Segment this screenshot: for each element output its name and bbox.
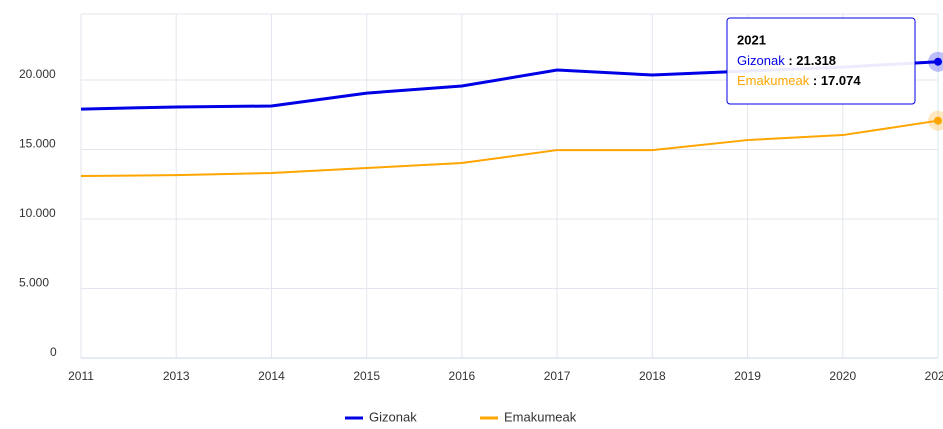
x-tick-label: 2015 [353,369,380,383]
tooltip-line: Emakumeak : 17.074 [737,73,861,88]
tooltip-sep: : [785,53,797,68]
tooltip-line: Gizonak : 21.318 [737,53,836,68]
x-tick-label: 2017 [544,369,571,383]
tooltip: 2021 Gizonak : 21.318 Emakumeak : 17.074 [726,17,916,105]
x-tick-label: 2019 [734,369,761,383]
y-tick-label: 0 [50,345,57,359]
tooltip-sep: : [809,73,821,88]
tooltip-title: 2021 [737,32,766,47]
y-tick-label: 5.000 [19,276,49,290]
y-tick-label: 15.000 [19,137,56,151]
tooltip-value: 21.318 [796,53,836,68]
x-tick-label: 2020 [829,369,856,383]
x-tick-label: 2011 [68,369,94,383]
tooltip-value: 17.074 [821,73,862,88]
x-tick-label: 2021 [925,369,943,383]
x-tick-label: 2014 [258,369,285,383]
y-tick-label: 20.000 [19,67,56,81]
x-tick-label: 2018 [639,369,666,383]
tooltip-name: Gizonak [737,53,785,68]
x-tick-label: 2016 [449,369,476,383]
hover-point [934,116,942,125]
series-line [80,119,939,178]
legend-label: Emakumeak [504,409,577,424]
y-tick-label: 10.000 [19,206,56,220]
tooltip-box [726,17,916,105]
x-tick-label: 2013 [163,369,190,383]
tooltip-name: Emakumeak [737,73,810,88]
hover-point [934,57,942,66]
legend-label: Gizonak [369,409,417,424]
